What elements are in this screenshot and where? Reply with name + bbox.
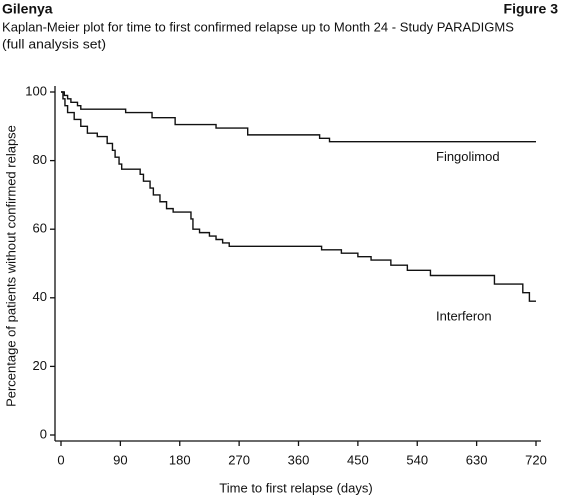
survival-curve <box>61 91 536 143</box>
series-label: Interferon <box>436 309 492 324</box>
x-axis-label: Time to first relapse (days) <box>219 480 372 495</box>
x-tick-label: 540 <box>406 452 428 467</box>
y-axis-label: Percentage of patients without confirmed… <box>3 125 18 407</box>
y-tick-label: 0 <box>40 426 47 441</box>
y-tick-label: 20 <box>33 358 47 373</box>
y-tick-label: 80 <box>33 152 47 167</box>
x-tick-label: 360 <box>288 452 310 467</box>
brand: Gilenya <box>2 1 53 17</box>
y-tick-label: 100 <box>25 83 47 98</box>
x-tick-label: 450 <box>347 452 369 467</box>
x-tick-label: 630 <box>466 452 488 467</box>
x-tick-label: 90 <box>113 452 127 467</box>
x-tick-label: 720 <box>525 452 547 467</box>
chart-title: Kaplan-Meier plot for time to first conf… <box>2 19 514 34</box>
y-tick-label: 60 <box>33 221 47 236</box>
x-tick-label: 180 <box>169 452 191 467</box>
x-tick-label: 270 <box>228 452 250 467</box>
chart-subtitle: (full analysis set) <box>2 36 106 51</box>
x-tick-label: 0 <box>57 452 64 467</box>
y-tick-label: 40 <box>33 289 47 304</box>
survival-curve <box>61 91 536 302</box>
series-label: Fingolimod <box>436 149 500 164</box>
figure-label: Figure 3 <box>504 1 559 17</box>
